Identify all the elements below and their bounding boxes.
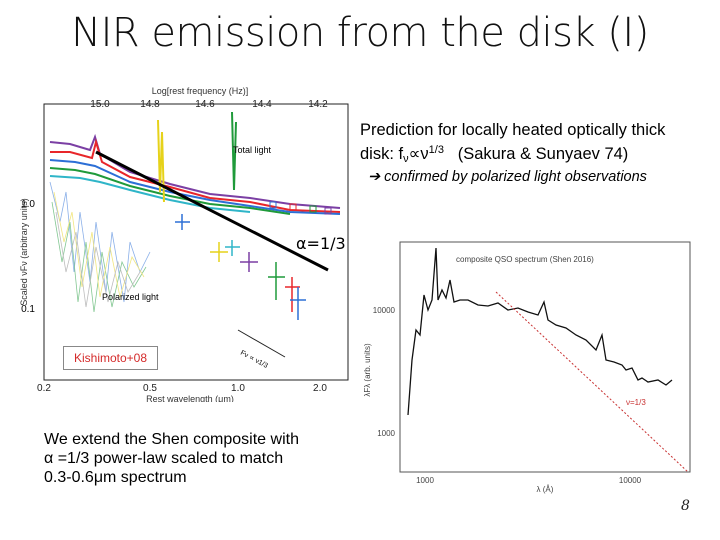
top-axis-label: Log[rest frequency (Hz)] [152, 86, 249, 96]
composite-legend: composite QSO spectrum (Shen 2016) [456, 255, 594, 264]
alpha-label: α=1/3 [296, 234, 346, 253]
extend-line3: 0.3-0.6μm spectrum [44, 469, 187, 486]
y-tick: 0.1 [21, 304, 35, 315]
kishimoto-sed-plot: Log[rest frequency (Hz)] 15.0 14.8 14.6 … [19, 86, 349, 402]
nu-slope-label: ν=1/3 [626, 398, 646, 407]
confirmation-text: confirmed by polarized light observation… [380, 169, 647, 185]
page-number: 8 [681, 498, 690, 514]
prediction-prefix: disk: f [360, 145, 404, 163]
bottom-tick: 2.0 [313, 383, 327, 394]
prediction-middle: ∝ν [408, 145, 429, 163]
prediction-sub: ν [403, 153, 409, 165]
top-tick: 14.6 [195, 99, 215, 110]
prediction-sup: 1/3 [428, 144, 444, 156]
bottom-tick: 1.0 [231, 383, 245, 394]
prediction-text: Prediction for locally heated optically … [360, 120, 710, 169]
slope-indicator-label: Fν ∝ ν1/3 [239, 350, 269, 370]
y-tick: 1.0 [21, 199, 35, 210]
total-light-label: Total light [233, 145, 272, 155]
top-tick: 14.2 [308, 99, 328, 110]
extend-line2: α =1/3 power-law scaled to match [44, 450, 284, 467]
composite-spectrum-plot: composite QSO spectrum (Shen 2016) λFλ (… [363, 241, 691, 494]
right-y-label: λFλ (arb. units) [363, 343, 372, 397]
bottom-tick: 0.5 [143, 383, 157, 394]
kishimoto-label: Kishimoto+08 [63, 346, 158, 370]
right-y-tick: 1000 [377, 429, 395, 438]
confirmation-note: ➔ confirmed by polarized light observati… [368, 169, 647, 185]
extend-line1: We extend the Shen composite with [44, 431, 299, 448]
top-tick: 14.4 [252, 99, 272, 110]
polarized-light-label: Polarized light [102, 292, 159, 302]
slide-title: NIR emission from the disk (I) [71, 10, 649, 56]
right-y-tick: 10000 [373, 306, 396, 315]
y-axis-label: Scaled νFν (arbitrary units) [19, 198, 29, 306]
right-x-tick: 10000 [619, 476, 642, 485]
extend-text: We extend the Shen composite with α =1/3… [44, 430, 344, 487]
arrow-icon: ➔ [368, 169, 381, 185]
prediction-line2: disk: fν∝ν1/3 (Sakura & Sunyaev 74) [360, 140, 710, 169]
prediction-suffix: (Sakura & Sunyaev 74) [443, 145, 629, 163]
top-tick: 14.8 [140, 99, 160, 110]
bottom-axis-label: Rest wavelength (μm) [146, 394, 234, 402]
bottom-tick: 0.2 [37, 383, 51, 394]
prediction-line1: Prediction for locally heated optically … [360, 121, 666, 139]
top-tick: 15.0 [90, 99, 110, 110]
right-x-tick: 1000 [416, 476, 434, 485]
right-x-label: λ (Å) [537, 485, 554, 494]
